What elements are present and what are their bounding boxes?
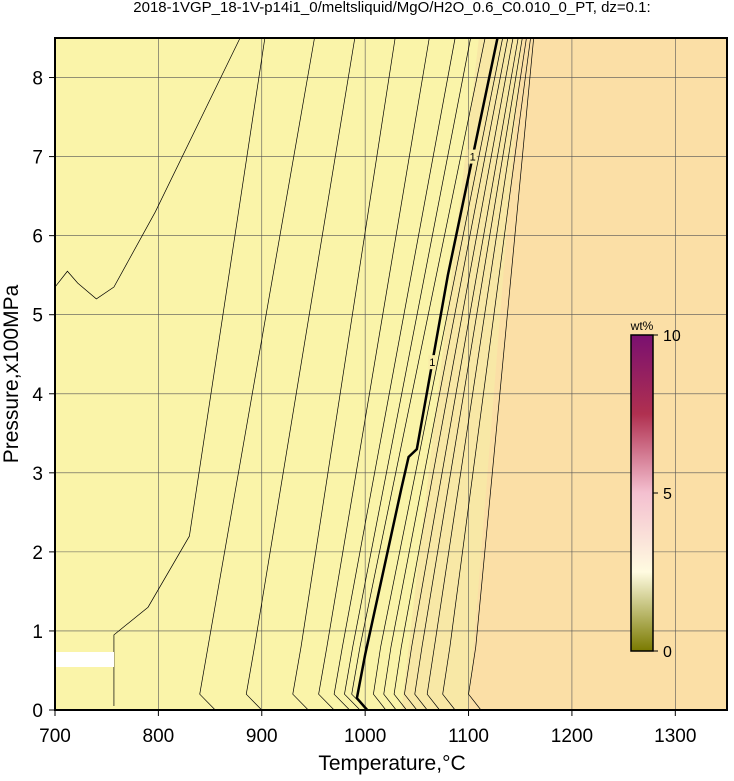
- contour-line: [393, 37, 514, 711]
- contour-line: [318, 37, 430, 711]
- chart-title: 2018-1VGP_18-1V-p14i1_0/meltsliquid/MgO/…: [133, 0, 650, 16]
- shade-region: [468, 38, 727, 710]
- contour-line: [245, 37, 356, 711]
- plot-frame: [54, 37, 728, 711]
- contour-line: [404, 37, 519, 711]
- x-tick-label: 1300: [654, 726, 696, 747]
- y-tick-label: 7: [32, 148, 43, 169]
- plot-area: 11: [54, 37, 727, 711]
- x-tick-label: 800: [143, 726, 175, 747]
- contour-line: [54, 37, 241, 300]
- contour-line: [383, 37, 509, 711]
- x-tick-label: 700: [39, 726, 71, 747]
- y-tick-label: 0: [32, 701, 43, 722]
- contour-label: 1: [470, 152, 476, 164]
- y-tick-label: 3: [32, 464, 43, 485]
- y-tick-label: 1: [32, 622, 43, 643]
- contour-label-bg: [428, 355, 437, 370]
- x-axis-label: Temperature,°C: [318, 752, 465, 775]
- colorbar-label: wt%: [630, 319, 654, 333]
- contour-line: [355, 37, 499, 711]
- y-tick-label: 4: [32, 385, 43, 406]
- x-tick-label: 1000: [344, 726, 386, 747]
- contour-line: [292, 37, 396, 711]
- colorbar-tick-label: 10: [663, 328, 681, 345]
- contour-label: 1: [429, 357, 435, 369]
- x-tick-label: 1100: [448, 726, 489, 747]
- contour-line: [333, 37, 456, 711]
- shade-region: [401, 38, 531, 710]
- contour-line: [344, 37, 471, 711]
- y-tick-label: 6: [32, 227, 43, 248]
- colorbar-tick-label: 5: [663, 486, 672, 503]
- x-tick-label: 1200: [551, 726, 593, 747]
- y-axis-label: Pressure,x100MPa: [0, 284, 23, 463]
- y-tick-label: 5: [32, 306, 43, 327]
- contour-line: [442, 37, 531, 711]
- x-tick-label: 900: [246, 726, 278, 747]
- y-tick-label: 8: [32, 69, 43, 90]
- colorbar: [630, 334, 654, 652]
- contour-line: [468, 37, 535, 711]
- contour-line: [414, 37, 523, 711]
- y-tick-label: 2: [32, 543, 43, 564]
- contour-label-bg: [468, 149, 477, 164]
- contour-line: [373, 37, 503, 711]
- colorbar-tick-label: 0: [663, 644, 672, 661]
- contour-line: [426, 37, 527, 711]
- missing-data: [56, 652, 114, 667]
- contour-line: [199, 37, 315, 711]
